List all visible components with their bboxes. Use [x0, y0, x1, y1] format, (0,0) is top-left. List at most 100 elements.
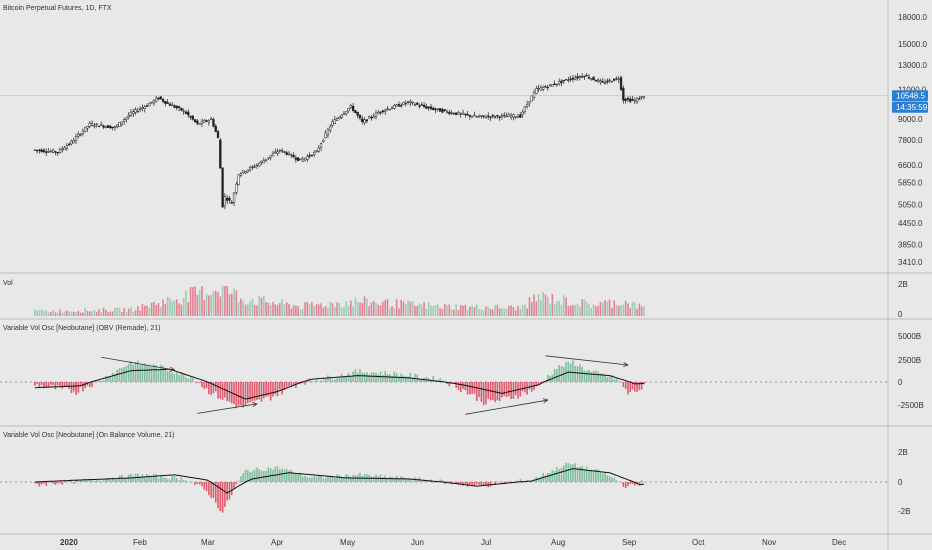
candle-body — [539, 87, 543, 91]
osc2-histogram-bar — [372, 476, 375, 482]
osc2-histogram-bar — [292, 473, 295, 482]
osc1-histogram-bar — [601, 373, 604, 382]
volume-bar — [377, 304, 380, 316]
trendline-arrow[interactable] — [545, 355, 628, 366]
osc1-histogram-bar — [620, 381, 622, 383]
candle-body — [590, 78, 593, 80]
candle-body — [629, 98, 632, 102]
candle-body — [159, 96, 162, 100]
osc2-histogram-bar — [61, 482, 64, 485]
volume-bar — [480, 309, 483, 316]
osc2-tick: 2B — [898, 448, 908, 457]
candle-body — [576, 76, 579, 79]
osc1-histogram-bar — [251, 382, 254, 402]
volume-bar — [359, 302, 361, 316]
candle-body — [148, 103, 151, 107]
candle-body — [443, 109, 446, 111]
candle-body — [86, 126, 89, 129]
osc1-histogram-bar — [334, 379, 336, 382]
trendline-arrow[interactable] — [197, 403, 258, 414]
osc2-histogram-bar — [643, 481, 645, 483]
osc2-histogram-bar — [171, 475, 174, 482]
osc2-histogram-bar — [198, 482, 201, 485]
volume-bar — [240, 298, 242, 316]
time-tick: Nov — [762, 538, 776, 547]
osc1-histogram-bar — [583, 370, 586, 382]
osc1-histogram-bar — [508, 382, 510, 397]
osc1-histogram-bar — [556, 369, 558, 382]
osc1-histogram-bar — [274, 382, 277, 395]
osc1-histogram-bar — [510, 382, 512, 400]
candle-body — [271, 153, 275, 157]
trendline-arrow[interactable] — [465, 399, 548, 415]
candle-body — [253, 166, 256, 168]
osc1-histogram-bar — [549, 375, 551, 382]
candle-body — [235, 183, 238, 193]
volume-bar — [414, 305, 416, 316]
candle-body — [500, 115, 504, 117]
osc1-histogram-bar — [485, 382, 487, 405]
volume-bar — [219, 296, 222, 316]
volume-bar — [418, 303, 421, 316]
osc2-histogram-bar — [52, 482, 54, 484]
osc1-histogram-bar — [391, 375, 393, 382]
osc2-histogram-bar — [505, 482, 508, 483]
volume-bar — [63, 311, 66, 316]
volume-bar — [88, 311, 91, 316]
candle-body — [427, 106, 430, 109]
osc1-histogram-bar — [212, 382, 215, 394]
osc1-histogram-bar — [560, 366, 563, 382]
candle-body — [526, 103, 529, 107]
volume-layer — [34, 286, 645, 316]
osc2-histogram-bar — [185, 480, 187, 482]
candle-body — [223, 196, 227, 207]
candle-body — [38, 149, 41, 151]
osc1-histogram-bar — [324, 378, 327, 382]
osc2-histogram-bar — [123, 477, 125, 482]
volume-bar — [279, 302, 281, 316]
volume-bar — [395, 299, 398, 316]
osc1-histogram-bar — [148, 366, 151, 382]
osc1-histogram-bar — [540, 382, 542, 384]
candle-body — [63, 147, 66, 150]
osc1-histogram-bar — [72, 382, 75, 392]
candle-body — [283, 151, 286, 153]
trendline-arrow[interactable] — [101, 356, 175, 371]
candle-body — [571, 77, 575, 80]
osc2-histogram-bar — [519, 479, 522, 482]
osc2-histogram-bar — [166, 478, 169, 482]
candle-body — [450, 112, 453, 114]
osc1-histogram-bar — [604, 375, 606, 382]
osc2-histogram-bar — [228, 482, 231, 500]
osc2-histogram-bar — [84, 479, 86, 482]
volume-bar — [79, 312, 82, 316]
osc1-histogram-bar — [569, 363, 572, 382]
osc2-histogram-bar — [253, 469, 256, 482]
osc2-histogram-bar — [496, 481, 499, 483]
candle-body — [182, 110, 185, 112]
osc1-histogram-bar — [134, 362, 137, 382]
volume-bar — [407, 300, 409, 316]
candle-body — [372, 115, 375, 119]
osc2-histogram-bar — [409, 478, 412, 482]
volume-bar — [423, 302, 425, 316]
osc1-histogram-bar — [226, 382, 228, 402]
volume-bar — [384, 300, 386, 316]
volume-bar — [489, 309, 492, 316]
volume-bar — [43, 310, 45, 316]
osc2-histogram-bar — [553, 470, 556, 482]
candle-body — [507, 114, 510, 117]
osc1-histogram-bar — [196, 382, 199, 384]
candle-body — [406, 101, 410, 103]
osc1-layer — [34, 355, 645, 415]
osc1-histogram-bar — [77, 382, 80, 393]
candle-body — [413, 104, 417, 106]
osc2-histogram-bar — [34, 482, 36, 484]
osc2-histogram-bar — [482, 482, 485, 485]
candle-body — [326, 129, 330, 136]
candle-body — [622, 87, 625, 101]
candle-body — [471, 116, 474, 118]
candle-body — [610, 81, 614, 83]
osc1-histogram-bar — [240, 382, 242, 406]
